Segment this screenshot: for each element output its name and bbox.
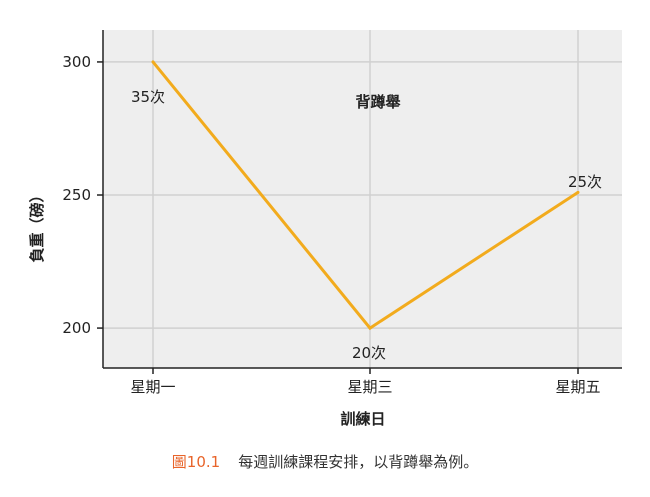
y-tick-label-250: 250 <box>62 186 91 204</box>
x-axis-label: 訓練日 <box>340 410 385 428</box>
data-point-1 <box>151 60 155 64</box>
data-label-2: 20次 <box>352 344 386 362</box>
x-tick-label-1: 星期一 <box>130 378 175 396</box>
x-tick-label-2: 星期三 <box>347 378 392 396</box>
chart-title: 背蹲舉 <box>355 93 401 111</box>
caption-text: 每週訓練課程安排，以背蹲舉為例。 <box>238 453 479 471</box>
data-point-2 <box>368 326 372 330</box>
caption-number: 圖10.1 <box>171 453 221 471</box>
data-point-3 <box>576 190 580 194</box>
y-tick-label-300: 300 <box>62 53 91 71</box>
data-label-1: 35次 <box>131 88 165 106</box>
x-tick-label-3: 星期五 <box>555 378 600 396</box>
figure-caption: 圖10.1 每週訓練課程安排，以背蹲舉為例。 <box>0 451 650 472</box>
y-tick-label-200: 200 <box>62 319 91 337</box>
data-label-3: 25次 <box>568 173 602 191</box>
plot-area <box>103 30 622 368</box>
y-axis-label: 負重（磅） <box>28 187 46 262</box>
